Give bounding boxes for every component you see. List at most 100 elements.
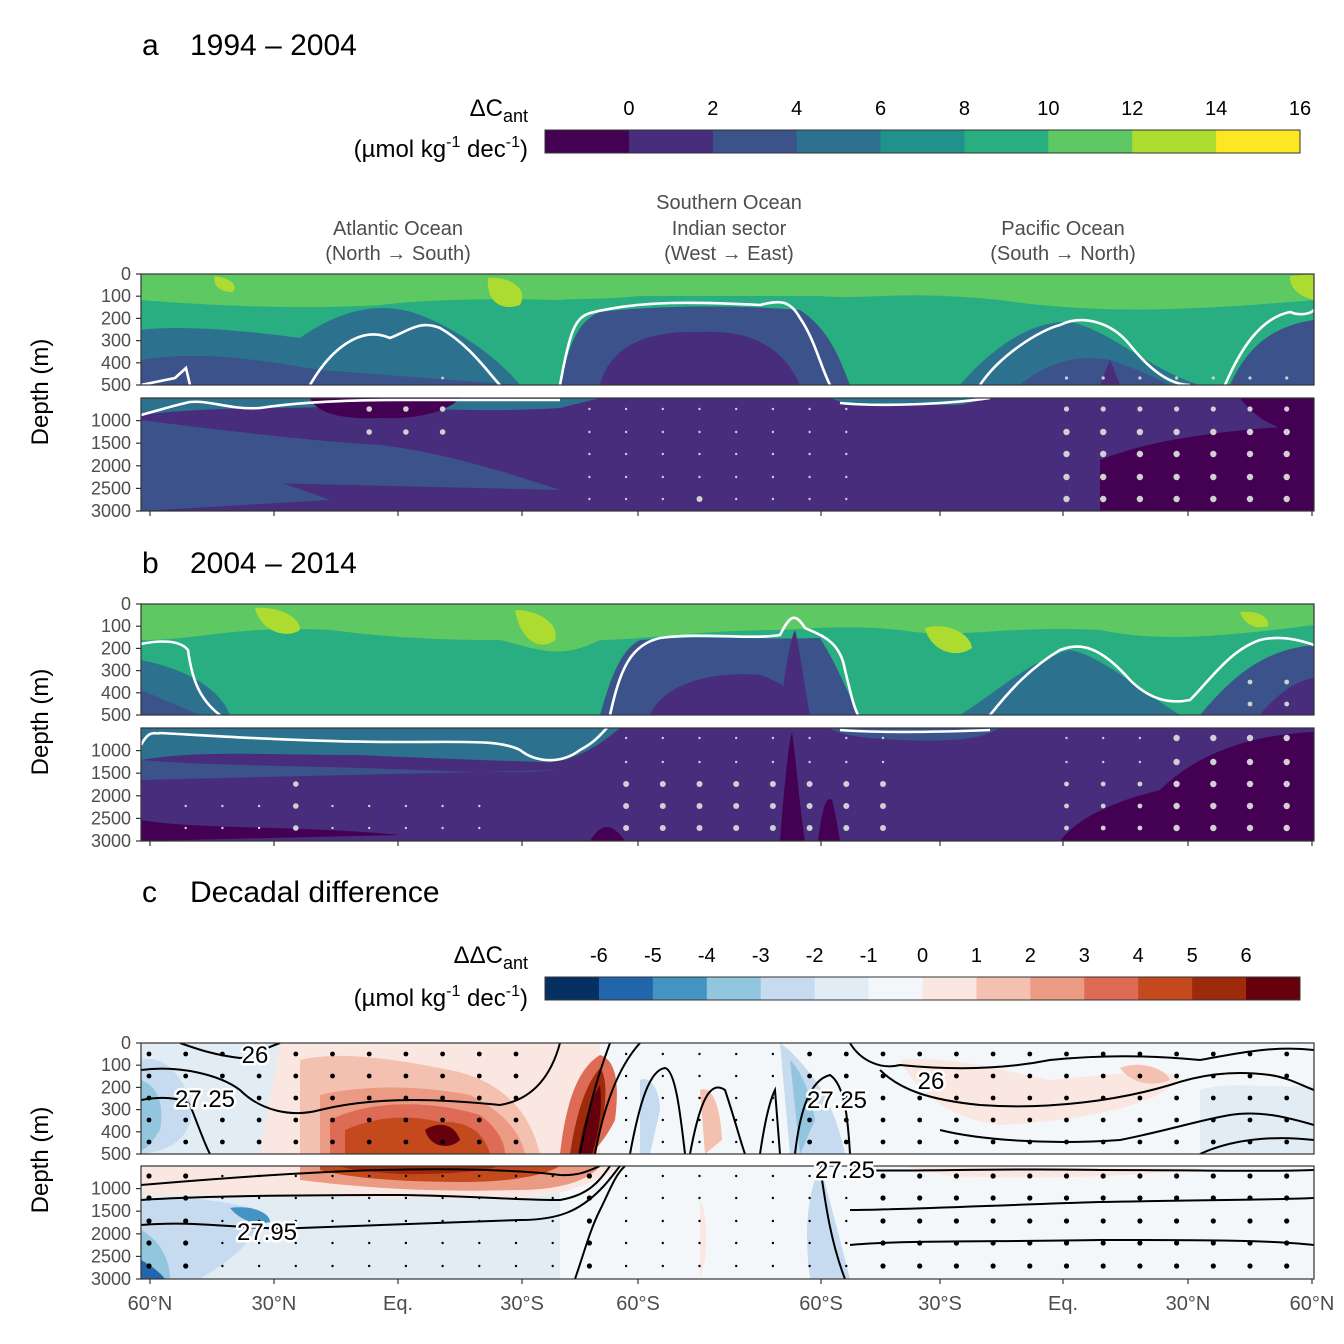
y-tick-label: 400 bbox=[101, 683, 131, 703]
stipple-dot bbox=[1173, 824, 1180, 832]
stipple-dot bbox=[1064, 825, 1069, 831]
stipple-dot bbox=[880, 1263, 886, 1269]
stipple-dot bbox=[293, 1139, 299, 1145]
stipple-dot bbox=[698, 1074, 701, 1078]
stipple-dot bbox=[917, 1218, 923, 1224]
stipple-dot bbox=[1246, 473, 1254, 481]
stipple-dot bbox=[661, 1219, 664, 1223]
stipple-dot bbox=[514, 1264, 518, 1268]
stipple-dot bbox=[513, 1051, 519, 1057]
stipple-dot bbox=[698, 1096, 701, 1100]
stipple-dot bbox=[1247, 1095, 1253, 1101]
panel-b-upper-contour bbox=[141, 616, 1314, 715]
basin-label-southern: Southern Ocean Indian sector (West → East) bbox=[656, 192, 802, 265]
stipple-dot bbox=[661, 1264, 664, 1268]
stipple-dot bbox=[698, 407, 701, 411]
stipple-dot bbox=[1027, 1240, 1033, 1246]
stipple-dot bbox=[403, 1117, 409, 1123]
stipple-dot bbox=[551, 1264, 554, 1268]
panel-a: a 1994 – 2004 ΔCant (µmol kg-1 dec-1) 0 2… bbox=[140, 29, 1315, 512]
colorbar-a-swatch bbox=[545, 130, 630, 153]
stipple-dot bbox=[439, 406, 446, 412]
stipple-dot bbox=[624, 1219, 628, 1223]
stipple-dot bbox=[551, 1196, 554, 1200]
stipple-dot bbox=[623, 803, 630, 809]
stipple-dot bbox=[1285, 376, 1289, 380]
stipple-dot bbox=[184, 804, 187, 808]
stipple-dot bbox=[1284, 701, 1290, 707]
stipple-dot bbox=[256, 1095, 262, 1101]
colorbar-c-swatch bbox=[868, 977, 923, 1000]
stipple-dot bbox=[257, 826, 261, 830]
stipple-dot bbox=[368, 1241, 371, 1245]
stipple-dot bbox=[404, 1241, 408, 1245]
stipple-dot bbox=[623, 825, 630, 831]
stipple-dot bbox=[588, 430, 591, 434]
stipple-dot bbox=[1283, 758, 1290, 766]
stipple-dot bbox=[624, 1241, 628, 1245]
stipple-dot bbox=[808, 452, 811, 456]
stipple-dot bbox=[661, 1174, 664, 1178]
stipple-dot bbox=[807, 1095, 812, 1101]
stipple-dot bbox=[256, 1117, 262, 1123]
stipple-dot bbox=[257, 1264, 261, 1268]
stipple-dot bbox=[698, 430, 701, 434]
stipple-dot bbox=[771, 1264, 775, 1268]
colorbar-a-swatch bbox=[880, 130, 965, 153]
stipple-dot bbox=[368, 826, 371, 830]
y-tick-label: 100 bbox=[101, 286, 131, 306]
stipple-dot bbox=[1063, 473, 1070, 481]
stipple-dot bbox=[1136, 495, 1144, 503]
stipple-dot bbox=[256, 1139, 262, 1145]
stipple-dot bbox=[1027, 1117, 1033, 1123]
stipple-dot bbox=[404, 826, 408, 830]
stipple-dot bbox=[661, 760, 664, 764]
stipple-dot bbox=[146, 1139, 152, 1145]
stipple-dot bbox=[845, 1219, 848, 1223]
stipple-dot bbox=[735, 1096, 738, 1100]
stipple-dot bbox=[880, 803, 886, 809]
contour-label-2795: 27.95 bbox=[237, 1219, 297, 1246]
stipple-dot bbox=[698, 1219, 701, 1223]
colorbar-c-swatch bbox=[1084, 977, 1139, 1000]
panel-a-upper-plot bbox=[141, 274, 1314, 385]
stipple-dot bbox=[880, 1073, 886, 1079]
x-tick-label: Eq. bbox=[1048, 1293, 1078, 1315]
panel-a-stippling bbox=[366, 376, 1290, 503]
stipple-dot bbox=[953, 1173, 960, 1179]
stipple-dot bbox=[183, 1139, 189, 1145]
stipple-dot bbox=[917, 1073, 923, 1079]
stipple-dot bbox=[1284, 1073, 1290, 1079]
stipple-dot bbox=[1247, 679, 1253, 685]
stipple-dot bbox=[366, 1073, 372, 1079]
colorbar-c-swatch bbox=[976, 977, 1031, 1000]
stipple-dot bbox=[257, 1241, 261, 1245]
stipple-dot bbox=[1063, 406, 1070, 412]
stipple-dot bbox=[403, 406, 409, 412]
stipple-dot bbox=[330, 1073, 335, 1079]
stipple-dot bbox=[184, 826, 187, 830]
stipple-dot bbox=[698, 760, 701, 764]
stipple-dot bbox=[808, 1264, 811, 1268]
legend-a-units: (µmol kg-1 dec-1) bbox=[354, 134, 528, 163]
stipple-dot bbox=[1137, 781, 1143, 787]
stipple-dot bbox=[808, 497, 811, 501]
stipple-dot bbox=[1284, 1263, 1290, 1269]
stipple-dot bbox=[330, 1095, 335, 1101]
stipple-dot bbox=[146, 1240, 152, 1246]
colorbar-c-tick-label: -4 bbox=[698, 945, 716, 967]
stipple-dot bbox=[256, 1073, 262, 1079]
stipple-dot bbox=[661, 430, 664, 434]
stipple-dot bbox=[845, 475, 848, 479]
stipple-dot bbox=[771, 1140, 775, 1144]
stipple-dot bbox=[808, 475, 811, 479]
stipple-dot bbox=[880, 1051, 886, 1057]
stipple-dot bbox=[1138, 376, 1142, 380]
colorbar-a-swatch bbox=[1048, 130, 1133, 153]
stipple-dot bbox=[1102, 736, 1105, 740]
stipple-dot bbox=[183, 1117, 189, 1123]
stipple-dot bbox=[366, 406, 373, 412]
stipple-dot bbox=[698, 1052, 701, 1056]
panel-a-upper-contour bbox=[141, 300, 1314, 385]
